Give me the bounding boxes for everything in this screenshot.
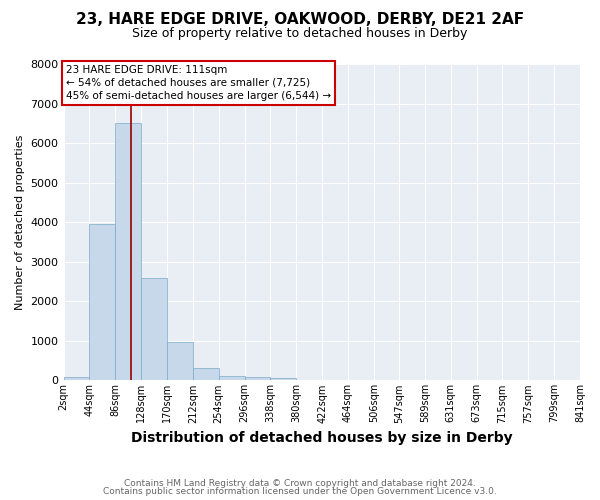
- Bar: [64, 377, 89, 380]
- Y-axis label: Number of detached properties: Number of detached properties: [15, 134, 25, 310]
- Bar: [245, 377, 271, 380]
- Text: 23 HARE EDGE DRIVE: 111sqm
← 54% of detached houses are smaller (7,725)
45% of s: 23 HARE EDGE DRIVE: 111sqm ← 54% of deta…: [66, 65, 331, 101]
- Bar: [218, 376, 245, 380]
- Text: 23, HARE EDGE DRIVE, OAKWOOD, DERBY, DE21 2AF: 23, HARE EDGE DRIVE, OAKWOOD, DERBY, DE2…: [76, 12, 524, 28]
- Bar: [141, 278, 167, 380]
- Bar: [271, 378, 296, 380]
- Text: Contains public sector information licensed under the Open Government Licence v3: Contains public sector information licen…: [103, 487, 497, 496]
- X-axis label: Distribution of detached houses by size in Derby: Distribution of detached houses by size …: [131, 431, 512, 445]
- Bar: [193, 368, 218, 380]
- Bar: [115, 124, 141, 380]
- Text: Size of property relative to detached houses in Derby: Size of property relative to detached ho…: [133, 28, 467, 40]
- Bar: [167, 342, 193, 380]
- Text: Contains HM Land Registry data © Crown copyright and database right 2024.: Contains HM Land Registry data © Crown c…: [124, 478, 476, 488]
- Bar: [89, 224, 115, 380]
